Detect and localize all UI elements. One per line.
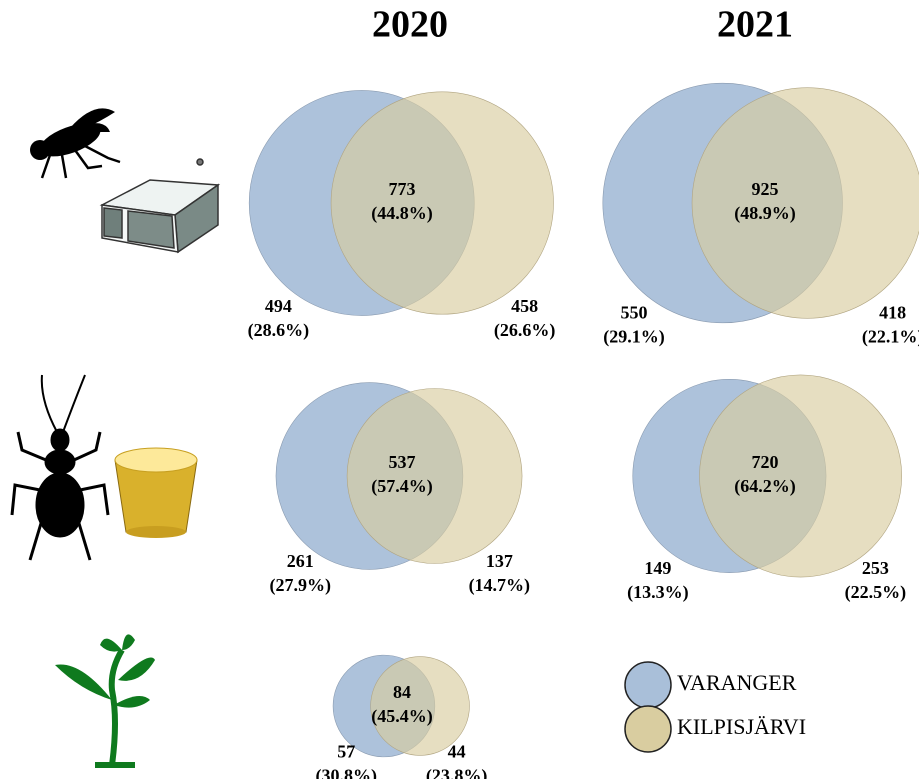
percent-label: (57.4%): [371, 476, 433, 497]
count-label: 550: [620, 303, 647, 323]
count-label: 418: [879, 303, 906, 323]
set-circle: [346, 388, 523, 564]
percent-label: (64.2%): [734, 476, 796, 497]
percent-label: (28.6%): [248, 320, 310, 341]
count-label: 253: [862, 558, 889, 578]
percent-label: (26.6%): [494, 320, 556, 341]
percent-label: (29.1%): [603, 327, 665, 348]
set-circle: [699, 374, 902, 578]
count-label: 84: [393, 682, 411, 702]
percent-label: (23.8%): [426, 765, 488, 779]
plant-icon: [55, 634, 155, 768]
legend-swatch: [624, 705, 672, 753]
percent-label: (45.4%): [371, 706, 433, 727]
column-title: 2020: [372, 4, 448, 46]
count-label: 458: [511, 296, 538, 316]
column-title: 2021: [717, 4, 793, 46]
legend-label: KILPISJÄRVI: [677, 714, 806, 739]
legend-label: VARANGER: [677, 670, 797, 695]
percent-label: (22.5%): [845, 582, 907, 603]
beetle-icon: [10, 374, 110, 561]
fly-icon: [30, 108, 121, 179]
count-label: 537: [389, 452, 416, 472]
count-label: 773: [389, 179, 416, 199]
count-label: 137: [486, 551, 513, 571]
set-circle: [370, 656, 470, 756]
trap-icon: [114, 447, 198, 538]
percent-label: (27.9%): [270, 575, 332, 596]
percent-label: (44.8%): [371, 203, 433, 224]
count-label: 494: [265, 296, 292, 316]
count-label: 720: [752, 452, 779, 472]
count-label: 57: [337, 741, 355, 761]
count-label: 149: [644, 558, 671, 578]
set-circle: [691, 87, 919, 319]
percent-label: (48.9%): [734, 203, 796, 224]
percent-label: (30.8%): [316, 765, 378, 779]
count-label: 925: [752, 179, 779, 199]
legend-swatch: [624, 661, 672, 709]
percent-label: (14.7%): [469, 575, 531, 596]
count-label: 44: [448, 741, 466, 761]
count-label: 261: [287, 551, 314, 571]
percent-label: (13.3%): [627, 582, 689, 603]
greenhouse-icon: [99, 158, 221, 254]
percent-label: (22.1%): [862, 327, 919, 348]
set-circle: [330, 91, 554, 315]
